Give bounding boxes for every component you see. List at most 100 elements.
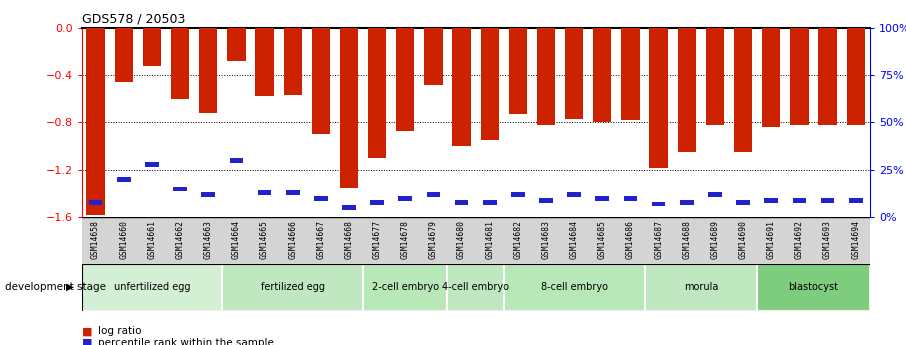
Bar bbox=[455, 200, 468, 205]
Bar bbox=[396, 28, 414, 131]
Bar bbox=[537, 28, 555, 125]
Bar bbox=[539, 198, 553, 203]
Bar bbox=[227, 28, 246, 61]
Bar bbox=[793, 198, 806, 203]
Bar bbox=[737, 200, 750, 205]
Bar bbox=[368, 28, 386, 158]
Text: GSM14662: GSM14662 bbox=[176, 220, 185, 259]
Text: GSM14680: GSM14680 bbox=[457, 220, 466, 259]
Bar bbox=[399, 196, 412, 201]
Bar bbox=[171, 28, 189, 99]
Text: GSM14678: GSM14678 bbox=[400, 220, 410, 259]
Text: fertilized egg: fertilized egg bbox=[261, 282, 324, 292]
Text: ■: ■ bbox=[82, 338, 92, 345]
Bar bbox=[199, 28, 217, 113]
Bar bbox=[706, 28, 724, 125]
Bar bbox=[762, 28, 780, 127]
Bar bbox=[480, 28, 499, 140]
Text: GSM14663: GSM14663 bbox=[204, 220, 213, 259]
Bar bbox=[371, 200, 384, 205]
Text: GSM14690: GSM14690 bbox=[738, 220, 747, 259]
Text: GSM14677: GSM14677 bbox=[372, 220, 381, 259]
Text: GSM14689: GSM14689 bbox=[710, 220, 719, 259]
Bar bbox=[285, 190, 300, 195]
Bar bbox=[424, 28, 442, 85]
Bar bbox=[680, 200, 694, 205]
Text: development stage: development stage bbox=[5, 282, 105, 292]
Bar bbox=[257, 190, 272, 195]
Text: GSM14682: GSM14682 bbox=[514, 220, 523, 259]
Bar bbox=[342, 206, 356, 210]
Text: log ratio: log ratio bbox=[98, 326, 141, 336]
Text: GSM14667: GSM14667 bbox=[316, 220, 325, 259]
Text: GSM14661: GSM14661 bbox=[148, 220, 157, 259]
Text: GSM14684: GSM14684 bbox=[570, 220, 579, 259]
Bar bbox=[846, 28, 865, 125]
Text: GSM14658: GSM14658 bbox=[92, 220, 101, 259]
Text: blastocyst: blastocyst bbox=[788, 282, 838, 292]
Bar bbox=[595, 196, 609, 201]
Bar bbox=[173, 187, 187, 191]
Text: GSM14685: GSM14685 bbox=[598, 220, 607, 259]
Bar bbox=[143, 28, 161, 66]
Text: GSM14688: GSM14688 bbox=[682, 220, 691, 259]
Bar bbox=[448, 264, 504, 310]
Bar bbox=[89, 200, 102, 205]
Bar bbox=[821, 198, 834, 203]
Bar bbox=[651, 202, 666, 206]
Bar bbox=[623, 196, 637, 201]
Bar bbox=[849, 198, 863, 203]
Text: GSM14694: GSM14694 bbox=[851, 220, 860, 259]
Text: GSM14679: GSM14679 bbox=[429, 220, 438, 259]
Bar bbox=[565, 28, 583, 119]
Bar bbox=[284, 28, 302, 95]
Bar bbox=[115, 28, 133, 82]
Bar bbox=[567, 192, 581, 197]
Bar bbox=[145, 162, 159, 167]
Bar bbox=[790, 28, 808, 125]
Text: GSM14687: GSM14687 bbox=[654, 220, 663, 259]
Text: GSM14692: GSM14692 bbox=[795, 220, 804, 259]
Text: GSM14693: GSM14693 bbox=[823, 220, 832, 259]
Bar bbox=[483, 200, 496, 205]
Text: GSM14660: GSM14660 bbox=[120, 220, 129, 259]
Bar bbox=[117, 177, 130, 182]
Bar bbox=[86, 28, 105, 215]
Bar bbox=[708, 192, 722, 197]
Text: percentile rank within the sample: percentile rank within the sample bbox=[98, 338, 274, 345]
Bar bbox=[757, 264, 870, 310]
Text: GSM14681: GSM14681 bbox=[486, 220, 495, 259]
Text: ■: ■ bbox=[82, 326, 92, 336]
Bar bbox=[312, 28, 330, 134]
Bar bbox=[644, 264, 757, 310]
Bar bbox=[504, 264, 644, 310]
Bar bbox=[82, 264, 222, 310]
Bar bbox=[622, 28, 640, 120]
Text: GSM14686: GSM14686 bbox=[626, 220, 635, 259]
Bar bbox=[229, 158, 243, 163]
Text: GSM14691: GSM14691 bbox=[766, 220, 776, 259]
Bar bbox=[201, 192, 215, 197]
Bar bbox=[678, 28, 696, 152]
Text: 4-cell embryo: 4-cell embryo bbox=[442, 282, 509, 292]
Bar bbox=[511, 192, 525, 197]
Bar bbox=[650, 28, 668, 168]
Text: ▶: ▶ bbox=[66, 282, 74, 292]
Text: 2-cell embryo: 2-cell embryo bbox=[371, 282, 439, 292]
Bar bbox=[765, 198, 778, 203]
Bar bbox=[314, 196, 328, 201]
Text: GSM14668: GSM14668 bbox=[344, 220, 353, 259]
Text: 8-cell embryo: 8-cell embryo bbox=[541, 282, 608, 292]
Text: GSM14666: GSM14666 bbox=[288, 220, 297, 259]
Bar bbox=[363, 264, 448, 310]
Bar bbox=[734, 28, 752, 152]
Text: GSM14665: GSM14665 bbox=[260, 220, 269, 259]
Text: unfertilized egg: unfertilized egg bbox=[113, 282, 190, 292]
Text: morula: morula bbox=[684, 282, 718, 292]
Bar bbox=[427, 192, 440, 197]
Bar bbox=[593, 28, 612, 122]
Bar bbox=[222, 264, 363, 310]
Bar bbox=[452, 28, 471, 146]
Text: GDS578 / 20503: GDS578 / 20503 bbox=[82, 12, 185, 25]
Bar bbox=[255, 28, 274, 96]
